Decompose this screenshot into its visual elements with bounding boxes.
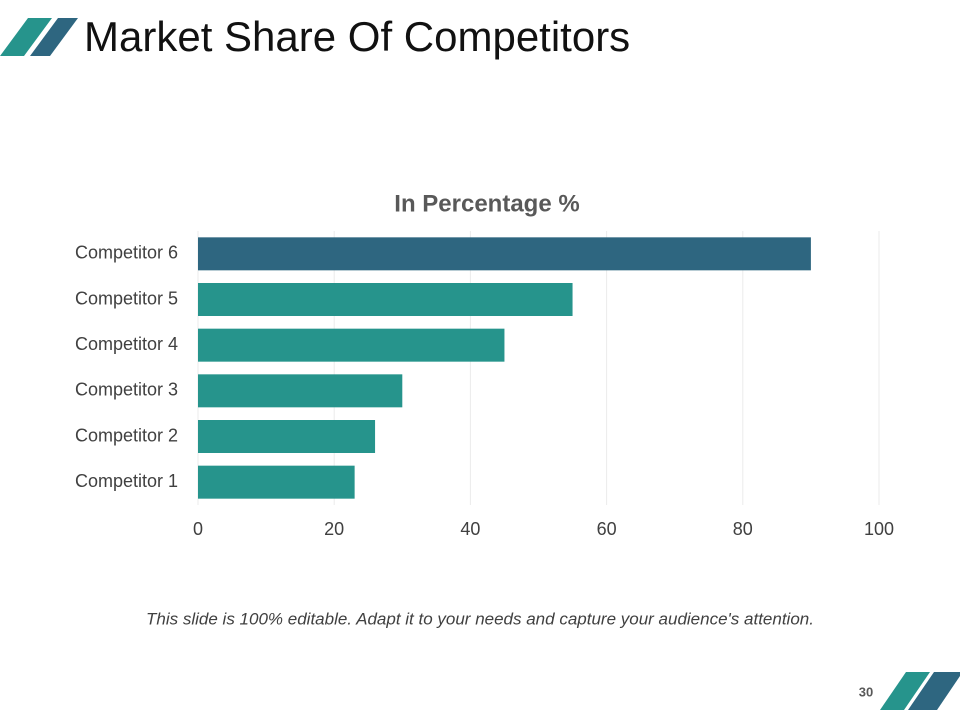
x-tick-label: 20 [324, 519, 344, 539]
x-tick-label: 100 [864, 519, 894, 539]
plot: 0 20 40 60 80 100 Competitor 1 Competitor 2 Comp… [75, 231, 894, 539]
slide-title: Market Share Of Competitors [84, 13, 630, 60]
chart-title: In Percentage % [394, 190, 579, 217]
x-tick-label: 60 [597, 519, 617, 539]
page-number: 30 [859, 684, 873, 699]
decor-stripe [908, 672, 960, 710]
x-tick-label: 0 [193, 519, 203, 539]
bar [198, 328, 505, 362]
decor-stripe [30, 18, 78, 56]
x-tick-label: 40 [460, 519, 480, 539]
y-tick-label: Competitor 2 [75, 425, 178, 445]
x-tick-label: 80 [733, 519, 753, 539]
decor-stripe [880, 672, 930, 710]
y-tick-label: Competitor 3 [75, 380, 178, 400]
bar [198, 283, 573, 316]
y-tick-label: Competitor 4 [75, 334, 178, 354]
y-tick-label: Competitor 6 [75, 243, 178, 263]
decor-stripe [0, 18, 52, 56]
bar [198, 465, 355, 499]
y-tick-label: Competitor 1 [75, 471, 178, 491]
bar [198, 420, 376, 453]
y-tick-label: Competitor 5 [75, 288, 178, 308]
bar [198, 237, 811, 271]
footer-note: This slide is 100% editable. Adapt it to… [146, 609, 814, 628]
bar [198, 374, 403, 408]
